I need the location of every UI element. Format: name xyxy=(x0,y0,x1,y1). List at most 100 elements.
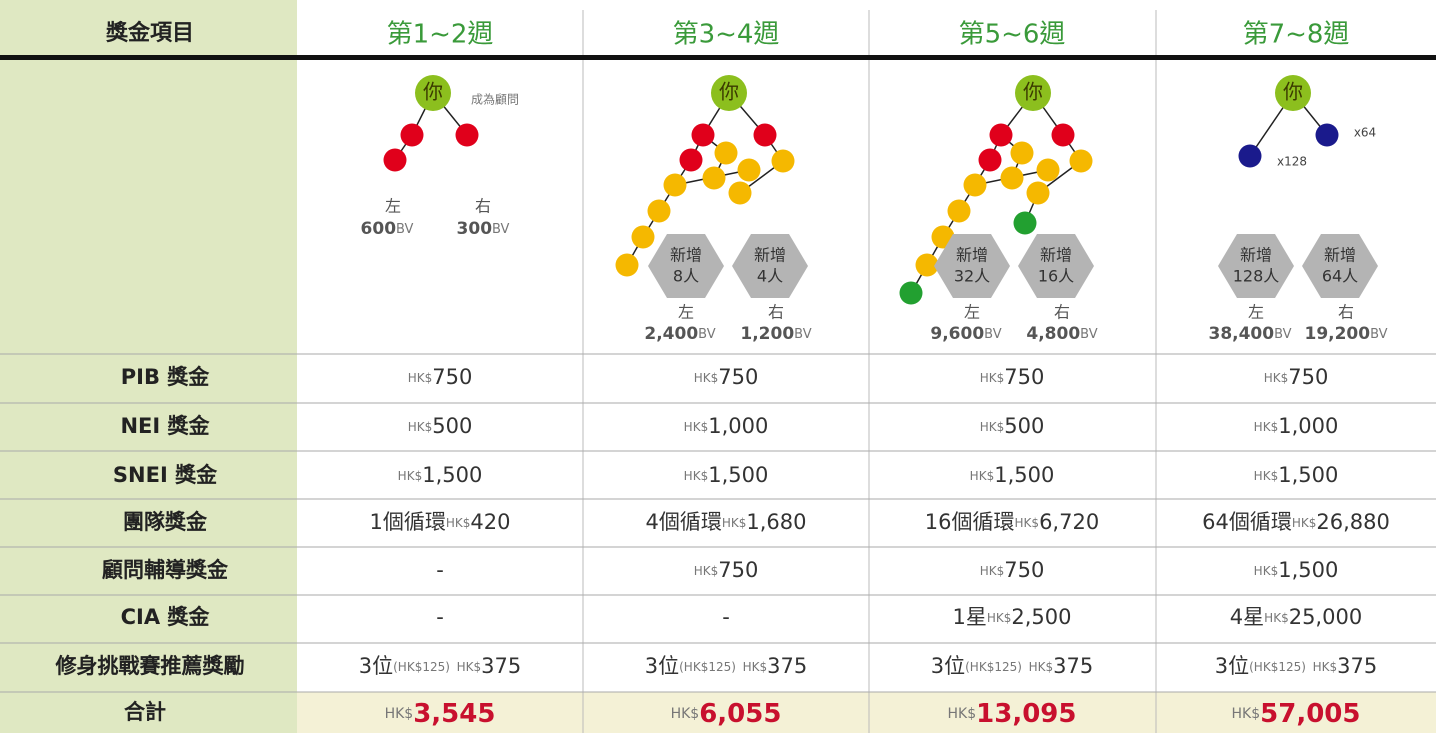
row-label: CIA 獎金 xyxy=(121,605,211,629)
hex-text: 8人 xyxy=(673,267,699,286)
tree-node xyxy=(456,124,479,147)
tree-node xyxy=(680,149,703,172)
body: 獎金項目 第1~2週第3~4週第5~6週第7~8週你成為顧問左右600BV300… xyxy=(0,0,1436,733)
cell: 1星HK$2,500 xyxy=(952,605,1071,629)
hex-text: 64人 xyxy=(1322,267,1358,286)
tree-node xyxy=(384,149,407,172)
you-label: 你 xyxy=(1283,80,1303,104)
total-label: 合計 xyxy=(124,700,166,724)
tree-node xyxy=(964,174,987,197)
right-label: 右 xyxy=(1054,303,1070,322)
cell: HK$1,500 xyxy=(684,463,769,487)
cell: HK$750 xyxy=(694,558,759,582)
row-label: 團隊獎金 xyxy=(123,510,208,534)
you-label: 你 xyxy=(719,80,739,104)
left-bv: 600BV xyxy=(361,219,414,239)
cell: HK$1,500 xyxy=(1254,558,1339,582)
cell: 3位(HK$125) HK$375 xyxy=(931,654,1093,678)
cell: HK$1,000 xyxy=(1254,414,1339,438)
tree-node xyxy=(1239,145,1262,168)
hex-text: 新增 xyxy=(1040,246,1072,265)
cell: HK$1,500 xyxy=(970,463,1055,487)
tree-node xyxy=(1001,167,1024,190)
week-header: 第1~2週 xyxy=(387,20,494,50)
tree-node xyxy=(401,124,424,147)
week-header: 第7~8週 xyxy=(1243,20,1350,50)
tree-node xyxy=(900,282,923,305)
multiplier: x64 xyxy=(1354,126,1376,140)
cell: HK$750 xyxy=(694,365,759,389)
right-label: 右 xyxy=(475,197,491,216)
cell: HK$500 xyxy=(408,414,473,438)
you-label: 你 xyxy=(1023,80,1043,104)
week-header: 第5~6週 xyxy=(959,20,1066,50)
right-label: 右 xyxy=(768,303,784,322)
page: Bonus table {"header":{"item":"獎金項目","we… xyxy=(0,0,1436,733)
tree-node xyxy=(948,200,971,223)
cell: 64個循環HK$26,880 xyxy=(1202,510,1390,534)
row-label: PIB 獎金 xyxy=(121,365,211,389)
cell: HK$1,000 xyxy=(684,414,769,438)
tree-node xyxy=(1316,124,1339,147)
tree-node xyxy=(703,167,726,190)
right-bv: 19,200BV xyxy=(1304,324,1387,344)
hex-text: 新增 xyxy=(754,246,786,265)
header-rule xyxy=(0,55,1436,60)
tree-node xyxy=(648,200,671,223)
tree-node xyxy=(729,182,752,205)
cell: - xyxy=(436,558,444,582)
tree-node xyxy=(754,124,777,147)
left-bv: 38,400BV xyxy=(1208,324,1291,344)
cell: 3位(HK$125) HK$375 xyxy=(645,654,807,678)
tree-node xyxy=(772,150,795,173)
week-header: 第3~4週 xyxy=(673,20,780,50)
cell: 4個循環HK$1,680 xyxy=(645,510,806,534)
tree-node xyxy=(692,124,715,147)
hex-text: 新增 xyxy=(1240,246,1272,265)
row-label: NEI 獎金 xyxy=(120,414,210,438)
tree-node xyxy=(1014,212,1037,235)
cell: HK$750 xyxy=(980,558,1045,582)
left-label: 左 xyxy=(964,303,980,322)
cell: - xyxy=(722,605,730,629)
you-label: 你 xyxy=(423,80,443,104)
tree-node xyxy=(715,142,738,165)
row-label: 修身挑戰賽推薦獎勵 xyxy=(55,654,245,678)
table: 獎金項目 第1~2週第3~4週第5~6週第7~8週你成為顧問左右600BV300… xyxy=(0,0,1436,733)
cell: 4星HK$25,000 xyxy=(1230,605,1362,629)
hex-text: 4人 xyxy=(757,267,783,286)
cell: HK$750 xyxy=(408,365,473,389)
tree-node xyxy=(616,254,639,277)
tree-node xyxy=(664,174,687,197)
left-label: 左 xyxy=(678,303,694,322)
tree-node xyxy=(1052,124,1075,147)
tree-node xyxy=(1027,182,1050,205)
right-bv: 4,800BV xyxy=(1026,324,1097,344)
note: 成為顧問 xyxy=(471,93,519,107)
cell: HK$1,500 xyxy=(398,463,483,487)
tree-node xyxy=(979,149,1002,172)
tree-node xyxy=(632,226,655,249)
right-bv: 300BV xyxy=(457,219,510,239)
cell: 16個循環HK$6,720 xyxy=(925,510,1099,534)
cell: HK$750 xyxy=(980,365,1045,389)
left-label: 左 xyxy=(1248,303,1264,322)
left-bv: 9,600BV xyxy=(930,324,1001,344)
tree-node xyxy=(1070,150,1093,173)
hex-text: 128人 xyxy=(1233,267,1280,286)
hex-text: 新增 xyxy=(670,246,702,265)
tree-node xyxy=(1037,159,1060,182)
cell: HK$500 xyxy=(980,414,1045,438)
tree-node xyxy=(738,159,761,182)
left-label: 左 xyxy=(385,197,401,216)
right-bv: 1,200BV xyxy=(740,324,811,344)
cell: 3位(HK$125) HK$375 xyxy=(359,654,521,678)
tree-node xyxy=(990,124,1013,147)
hex-text: 16人 xyxy=(1038,267,1074,286)
row-label: SNEI 獎金 xyxy=(113,463,218,487)
cell: - xyxy=(436,605,444,629)
left-bv: 2,400BV xyxy=(644,324,715,344)
cell: 1個循環HK$420 xyxy=(370,510,511,534)
cell: HK$1,500 xyxy=(1254,463,1339,487)
hex-text: 新增 xyxy=(956,246,988,265)
